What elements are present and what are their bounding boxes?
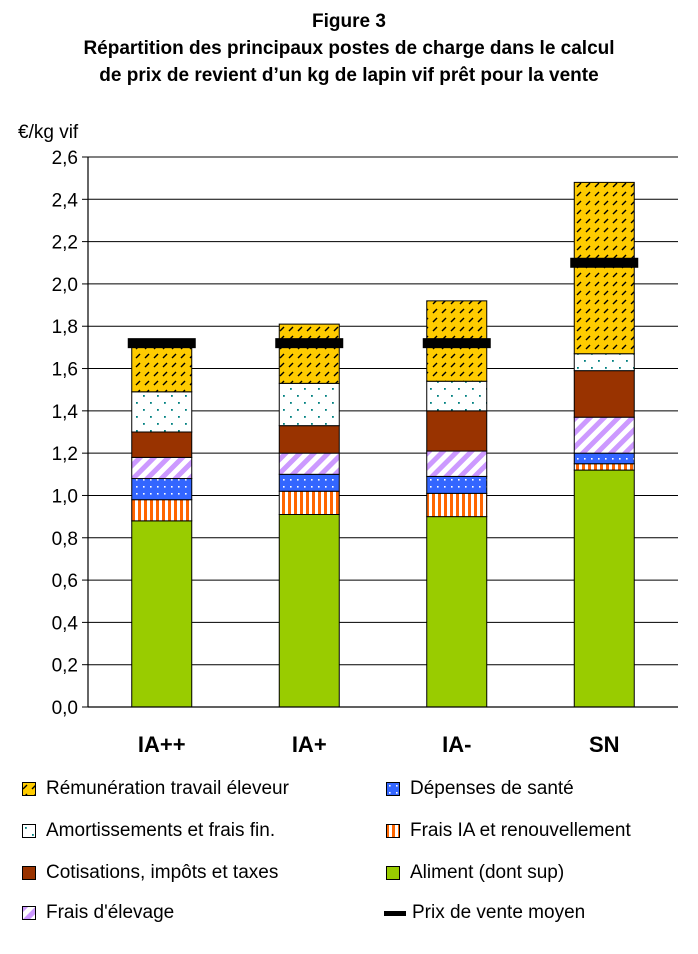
- legend-item-remuneration: Rémunération travail éleveur: [22, 778, 289, 800]
- x-tick-label: IA+: [292, 732, 327, 757]
- bar-segment: [426, 516, 488, 708]
- legend-item-frais-elevage: Frais d'élevage: [22, 902, 174, 924]
- price-marker: [570, 257, 639, 268]
- bar-segment: [573, 469, 635, 708]
- bar-segment: [573, 353, 635, 372]
- y-tick-label: 2,4: [52, 190, 79, 211]
- bar-segment: [278, 452, 340, 475]
- chart-title-block: Figure 3 Répartition des principaux post…: [0, 8, 698, 89]
- bar-segment: [426, 492, 488, 518]
- bar-segment: [426, 450, 488, 477]
- bar-segment: [573, 416, 635, 454]
- legend-item-cotisations: Cotisations, impôts et taxes: [22, 862, 278, 884]
- swatch-frais-elevage-icon: [22, 906, 36, 920]
- legend-label: Prix de vente moyen: [412, 902, 586, 923]
- y-tick-label: 1,8: [52, 317, 78, 338]
- legend-item-prix-vente: Prix de vente moyen: [384, 902, 585, 924]
- legend-label: Frais d'élevage: [46, 902, 175, 923]
- y-tick-label: 1,4: [52, 402, 79, 423]
- legend-label: Amortissements et frais fin.: [46, 820, 276, 841]
- y-tick-label: 2,2: [52, 233, 78, 254]
- legend-item-sante: Dépenses de santé: [386, 778, 574, 800]
- y-tick-label: 0,4: [52, 613, 79, 634]
- bar-segment: [426, 380, 488, 412]
- legend-item-amortissements: Amortissements et frais fin.: [22, 820, 275, 842]
- bar-segment: [573, 463, 635, 471]
- chart-title-line2: de prix de revient d’un kg de lapin vif …: [99, 65, 599, 86]
- y-tick-label: 1,2: [52, 444, 78, 465]
- swatch-price-line-icon: [384, 910, 406, 916]
- figure-label: Figure 3: [312, 11, 386, 32]
- bar-segment: [278, 425, 340, 454]
- price-markers: [127, 257, 639, 349]
- y-tick-label: 0,0: [52, 698, 78, 719]
- y-tick-label: 0,2: [52, 656, 78, 677]
- axes: [82, 156, 678, 708]
- x-tick-label: IA-: [442, 732, 471, 757]
- bar-segment: [131, 431, 193, 458]
- bar-segment: [131, 456, 193, 480]
- y-tick-label: 2,6: [52, 148, 78, 169]
- y-tick-label: 1,0: [52, 486, 78, 507]
- legend-label: Cotisations, impôts et taxes: [46, 862, 279, 883]
- bar-segment: [278, 382, 340, 427]
- legend-item-aliment: Aliment (dont sup): [386, 862, 564, 884]
- legend-label: Rémunération travail éleveur: [46, 778, 289, 799]
- y-tick-label: 0,6: [52, 571, 78, 592]
- bar-segment: [573, 181, 635, 355]
- bar-segment: [131, 520, 193, 708]
- bar-segment: [573, 452, 635, 465]
- y-tick-label: 1,6: [52, 360, 78, 381]
- price-marker: [127, 338, 196, 349]
- swatch-sante-icon: [386, 782, 400, 796]
- bar-segment: [278, 473, 340, 492]
- bar-segment: [426, 475, 488, 494]
- bar-segment: [131, 478, 193, 501]
- axis-labels: 0,0 0,2 0,4 0,6 0,8 1,0 1,2 1,4 1,6 1,8 2,0 2,2 2,4 2…: [18, 122, 620, 757]
- swatch-amortissements-icon: [22, 824, 36, 838]
- price-marker: [275, 338, 344, 349]
- swatch-cotisations-icon: [22, 866, 36, 880]
- bars: [131, 181, 635, 708]
- y-axis-label: €/kg vif: [18, 122, 79, 143]
- x-tick-label: IA++: [138, 732, 186, 757]
- x-tick-label: SN: [589, 732, 620, 757]
- bar-segment: [278, 323, 340, 384]
- y-tick-label: 2,0: [52, 275, 78, 296]
- swatch-frais-ia-icon: [386, 824, 400, 838]
- legend-label: Aliment (dont sup): [410, 862, 565, 883]
- bar-segment: [278, 490, 340, 516]
- swatch-aliment-icon: [386, 866, 400, 880]
- chart-title-line1: Répartition des principaux postes de cha…: [83, 38, 615, 59]
- bar-segment: [573, 370, 635, 418]
- y-tick-label: 0,8: [52, 529, 78, 550]
- swatch-remuneration-icon: [22, 782, 36, 796]
- legend-item-frais-ia: Frais IA et renouvellement: [386, 820, 631, 842]
- bar-segment: [131, 391, 193, 433]
- legend-label: Frais IA et renouvellement: [410, 820, 631, 841]
- bar-segment: [131, 499, 193, 522]
- price-marker: [422, 338, 491, 349]
- bar-segment: [131, 346, 193, 393]
- bar-segment: [426, 410, 488, 452]
- legend-label: Dépenses de santé: [410, 778, 574, 799]
- bar-segment: [278, 514, 340, 708]
- stacked-bar-chart: 0,0 0,2 0,4 0,6 0,8 1,0 1,2 1,4 1,6 1,8 2,0 2,2 2,4 2…: [18, 122, 678, 757]
